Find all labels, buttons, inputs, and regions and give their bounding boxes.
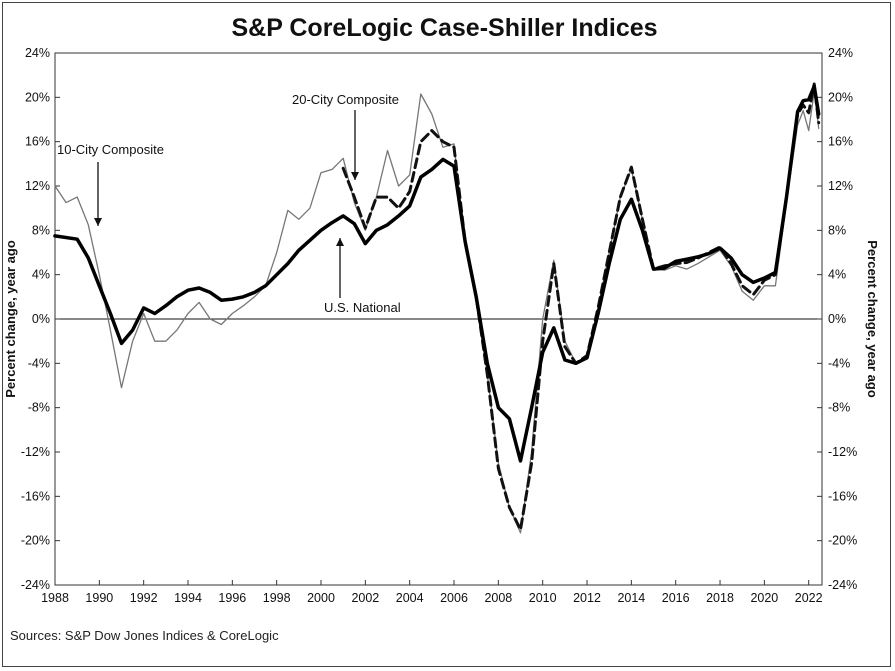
y-tick-label-left: -16% <box>21 489 50 503</box>
x-tick-label: 1988 <box>41 591 69 605</box>
x-tick-label: 2002 <box>351 591 379 605</box>
x-tick-label: 1990 <box>85 591 113 605</box>
annotation-u-s-national: U.S. National <box>324 300 401 315</box>
x-tick-label: 2016 <box>662 591 690 605</box>
x-tick-label: 2020 <box>750 591 778 605</box>
y-tick-label-left: -24% <box>21 578 50 592</box>
x-tick-label: 2010 <box>529 591 557 605</box>
annotation-10-city-composite: 10-City Composite <box>57 142 164 157</box>
series-line-10-city-composite <box>54 91 820 534</box>
x-tick-label: 2000 <box>307 591 335 605</box>
series-line-u-s-national <box>53 84 821 463</box>
x-tick-label: 2014 <box>617 591 645 605</box>
x-tick-label: 2012 <box>573 591 601 605</box>
y-tick-label-right: 24% <box>828 46 853 60</box>
y-tick-label-right: -16% <box>828 489 857 503</box>
series-line-20-city-composite <box>341 82 821 532</box>
x-tick-label: 2018 <box>706 591 734 605</box>
y-tick-label-left: 24% <box>25 46 50 60</box>
y-tick-label-right: -12% <box>828 445 857 459</box>
y-tick-label-left: 4% <box>32 268 50 282</box>
x-tick-label: 2004 <box>396 591 424 605</box>
y-tick-label-left: 12% <box>25 179 50 193</box>
y-tick-label-right: 12% <box>828 179 853 193</box>
annotation-20-city-composite: 20-City Composite <box>292 92 399 107</box>
y-tick-label-left: 20% <box>25 90 50 104</box>
y-tick-label-left: -4% <box>28 356 50 370</box>
x-tick-label: 2008 <box>484 591 512 605</box>
y-tick-label-left: 8% <box>32 223 50 237</box>
annotation-arrow-head <box>94 218 102 226</box>
annotation-arrow-head <box>351 172 359 180</box>
x-tick-label: 1998 <box>263 591 291 605</box>
y-tick-label-left: -8% <box>28 401 50 415</box>
x-tick-label: 2006 <box>440 591 468 605</box>
x-tick-label: 2022 <box>795 591 823 605</box>
chart-title: S&P CoreLogic Case-Shiller Indices <box>231 14 658 42</box>
x-tick-label: 1992 <box>130 591 158 605</box>
y-tick-label-right: -24% <box>828 578 857 592</box>
y-tick-label-right: 0% <box>828 312 846 326</box>
x-tick-label: 1996 <box>218 591 246 605</box>
y-tick-label-right: 8% <box>828 223 846 237</box>
y-tick-label-right: -8% <box>828 401 850 415</box>
y-axis-label-right: Percent change, year ago <box>865 240 880 398</box>
y-tick-label-right: 16% <box>828 135 853 149</box>
x-tick-label: 1994 <box>174 591 202 605</box>
y-tick-label-left: -12% <box>21 445 50 459</box>
y-tick-label-left: 0% <box>32 312 50 326</box>
y-tick-label-left: 16% <box>25 135 50 149</box>
y-tick-label-right: -20% <box>828 534 857 548</box>
y-tick-label-left: -20% <box>21 534 50 548</box>
chart-source: Sources: S&P Dow Jones Indices & CoreLog… <box>10 628 279 643</box>
y-axis-label-left: Percent change, year ago <box>3 240 18 398</box>
y-tick-label-right: 4% <box>828 268 846 282</box>
y-tick-label-right: -4% <box>828 356 850 370</box>
annotation-arrow-head <box>336 238 344 246</box>
y-tick-label-right: 20% <box>828 90 853 104</box>
